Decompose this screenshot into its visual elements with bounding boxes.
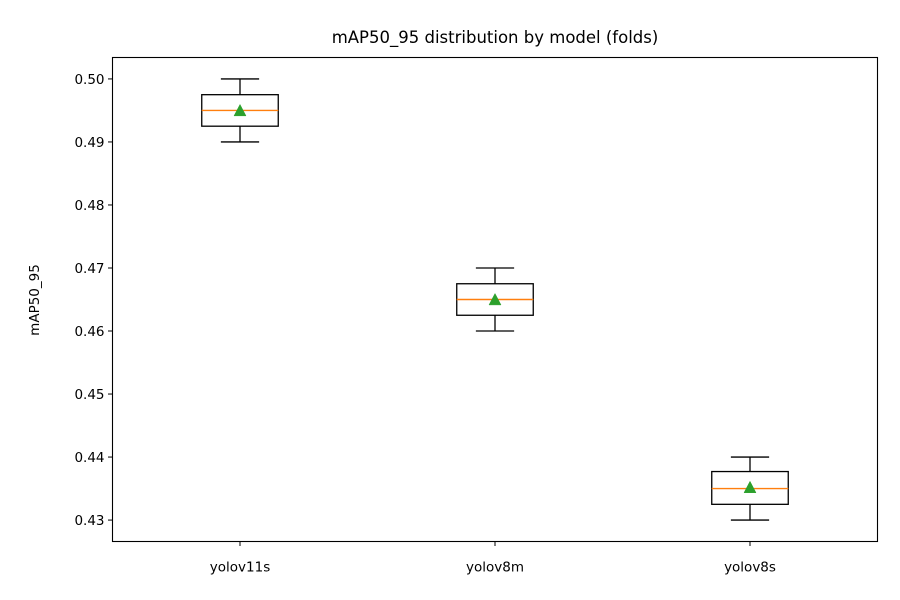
box-series — [201, 78, 789, 521]
x-tick-label: yolov11s — [210, 560, 270, 576]
y-tick-label: 0.45 — [74, 387, 104, 403]
y-tick-label: 0.48 — [74, 198, 104, 214]
y-tick-label: 0.50 — [74, 72, 104, 88]
x-tick-label: yolov8m — [466, 560, 524, 576]
y-tick-label: 0.47 — [74, 261, 104, 277]
box-yolov8s — [711, 456, 789, 521]
y-axis-label: mAP50_95 — [27, 264, 43, 336]
chart-title: mAP50_95 distribution by model (folds) — [332, 28, 659, 48]
x-axis-ticks: yolov11s yolov8m yolov8s — [210, 541, 776, 576]
y-tick-label: 0.49 — [74, 135, 104, 151]
y-axis-ticks: 0.43 0.44 0.45 0.46 0.47 0.48 0.49 0.50 — [74, 72, 113, 529]
y-tick-label: 0.44 — [74, 450, 104, 466]
mean-marker — [743, 480, 757, 493]
x-tick-label: yolov8s — [724, 560, 776, 576]
plot-area-frame — [111, 56, 879, 543]
mean-marker — [233, 103, 247, 117]
y-tick-label: 0.46 — [74, 324, 104, 340]
box-yolov11s — [201, 78, 279, 143]
box-yolov8m — [456, 267, 534, 332]
mean-marker — [488, 292, 502, 306]
y-tick-label: 0.43 — [74, 513, 104, 529]
